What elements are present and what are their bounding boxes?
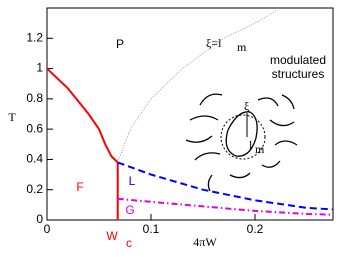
phase-label: F: [76, 180, 83, 194]
y-tick-label: 0.6: [26, 121, 43, 135]
series-line: [117, 197, 334, 216]
sketch-l: l: [249, 138, 253, 152]
y-tick-label: 0.2: [26, 182, 43, 196]
x-tick-label: 0.1: [143, 222, 160, 236]
plot-frame: [46, 7, 334, 221]
phase-label: G: [125, 203, 134, 217]
series-line: [117, 161, 334, 211]
phase-label: P: [116, 37, 124, 51]
y-tick-label: 1: [36, 61, 43, 75]
series-line: [46, 67, 119, 220]
sketch-m: m: [255, 142, 265, 156]
y-axis-label: T: [8, 110, 16, 124]
x-tick-label: 0: [44, 222, 51, 236]
xi-subscript: m: [237, 40, 247, 54]
y-tick-label: 1.2: [26, 30, 43, 44]
region-label: structures: [272, 67, 325, 81]
wc-subscript: c: [126, 236, 132, 250]
y-tick-label: 0: [36, 212, 43, 226]
y-tick-label: 0.4: [26, 152, 43, 166]
xi-label: ξ=l: [206, 36, 222, 50]
x-tick-label: 0.2: [247, 222, 264, 236]
phase-label: L: [129, 174, 136, 188]
wc-label: W: [106, 229, 118, 243]
sketch-xi: ξ: [244, 99, 250, 113]
x-axis-label: 4πW: [193, 235, 217, 249]
region-label: modulated: [270, 53, 326, 67]
sketch-circle: [220, 114, 266, 160]
sketch: [185, 93, 298, 192]
series-line: [117, 10, 277, 163]
y-tick-label: 0.8: [26, 91, 43, 105]
